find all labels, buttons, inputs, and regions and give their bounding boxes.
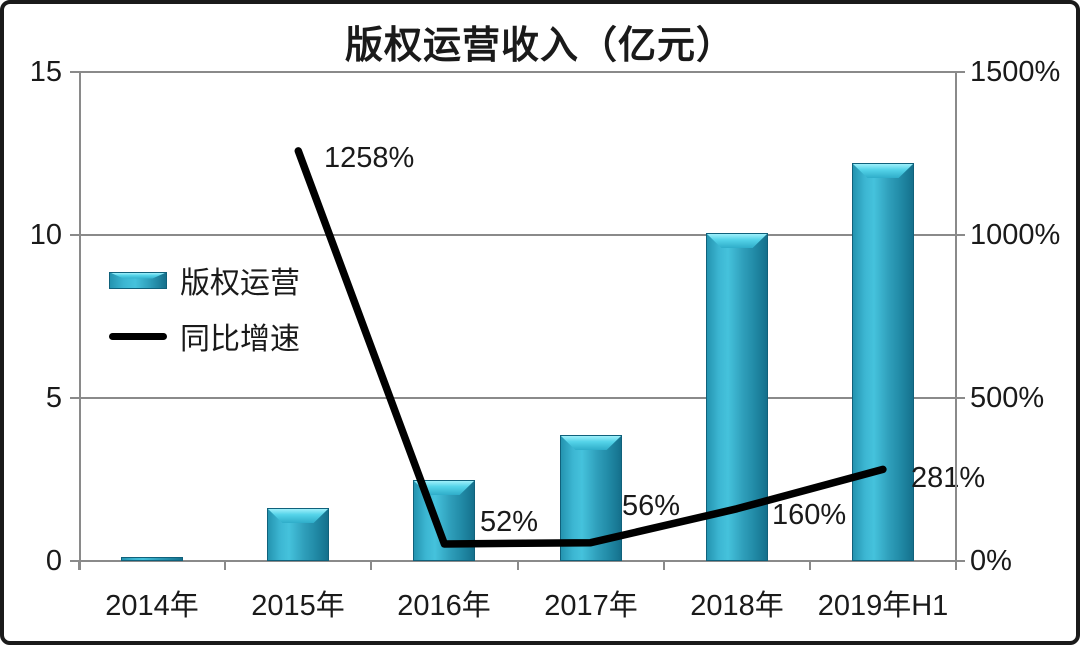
gridline — [79, 397, 956, 399]
bar — [121, 557, 183, 561]
data-labels-layer: 1258% 52% 56% 160% 281% — [79, 72, 985, 561]
bar-series-swatch-icon — [109, 271, 167, 289]
legend-item-line-series: 同比增速 — [109, 320, 300, 356]
right-axis-tick — [956, 560, 965, 562]
bar — [852, 163, 914, 561]
bar-bevel — [707, 234, 767, 248]
gridline — [79, 71, 956, 73]
data-label: 281% — [911, 462, 986, 494]
y-axis-label-left: 15 — [29, 56, 62, 88]
growth-line-chart — [294, 147, 887, 548]
left-axis-line — [79, 72, 81, 570]
bar-bevel — [414, 481, 474, 495]
x-axis-tick — [78, 561, 80, 570]
right-axis-line — [955, 72, 957, 570]
data-label: 52% — [480, 506, 539, 538]
x-axis-label: 2015年 — [251, 590, 345, 622]
legend-label-bar-series: 版权运营 — [180, 267, 300, 300]
y-axis-label-left: 0 — [45, 545, 62, 577]
y-axis-label-right: 1000% — [970, 219, 1061, 251]
legend-label-line-series: 同比增速 — [180, 323, 300, 356]
gridline — [79, 234, 956, 236]
legend: 版权运营 同比增速 — [109, 264, 300, 376]
x-axis-tick — [517, 561, 519, 570]
y-axis-label-right: 1500% — [970, 56, 1061, 88]
y-axis-label-right: 0% — [970, 545, 1012, 577]
chart-title: 版权运营收入（亿元） — [344, 25, 735, 67]
x-axis-tick — [809, 561, 811, 570]
bar-bevel — [268, 509, 328, 523]
x-axis-tick — [224, 561, 226, 570]
left-axis-tick — [70, 397, 79, 399]
left-axis-tick — [70, 234, 79, 236]
bar — [267, 508, 329, 561]
x-axis-label: 2017年 — [544, 590, 638, 622]
y-axis-label-left: 5 — [45, 382, 62, 414]
x-axis-label: 2014年 — [105, 590, 199, 622]
data-label: 56% — [622, 490, 681, 522]
x-axis-label: 2018年 — [690, 590, 784, 622]
data-label: 160% — [772, 499, 847, 531]
y-axis-label-right: 500% — [970, 382, 1045, 414]
bar-bevel — [853, 164, 913, 178]
x-axis-label: 2019年H1 — [817, 590, 949, 622]
line-series-swatch-icon — [109, 332, 167, 340]
left-axis-tick — [70, 71, 79, 73]
right-axis-tick — [956, 71, 965, 73]
plot-area: 版权运营 同比增速 1258% 52% 56% 160% 281% — [79, 71, 985, 562]
x-axis-label: 2016年 — [397, 590, 491, 622]
x-axis-tick — [955, 561, 957, 570]
right-axis-tick — [956, 397, 965, 399]
left-axis-tick — [70, 560, 79, 562]
bar-bevel — [561, 436, 621, 450]
x-axis-tick — [663, 561, 665, 570]
legend-item-bar-series: 版权运营 — [109, 264, 300, 300]
y-axis-label-left: 10 — [29, 219, 62, 251]
growth-line — [294, 147, 887, 548]
right-axis-tick — [956, 234, 965, 236]
x-axis-tick — [370, 561, 372, 570]
data-label: 1258% — [324, 142, 415, 174]
